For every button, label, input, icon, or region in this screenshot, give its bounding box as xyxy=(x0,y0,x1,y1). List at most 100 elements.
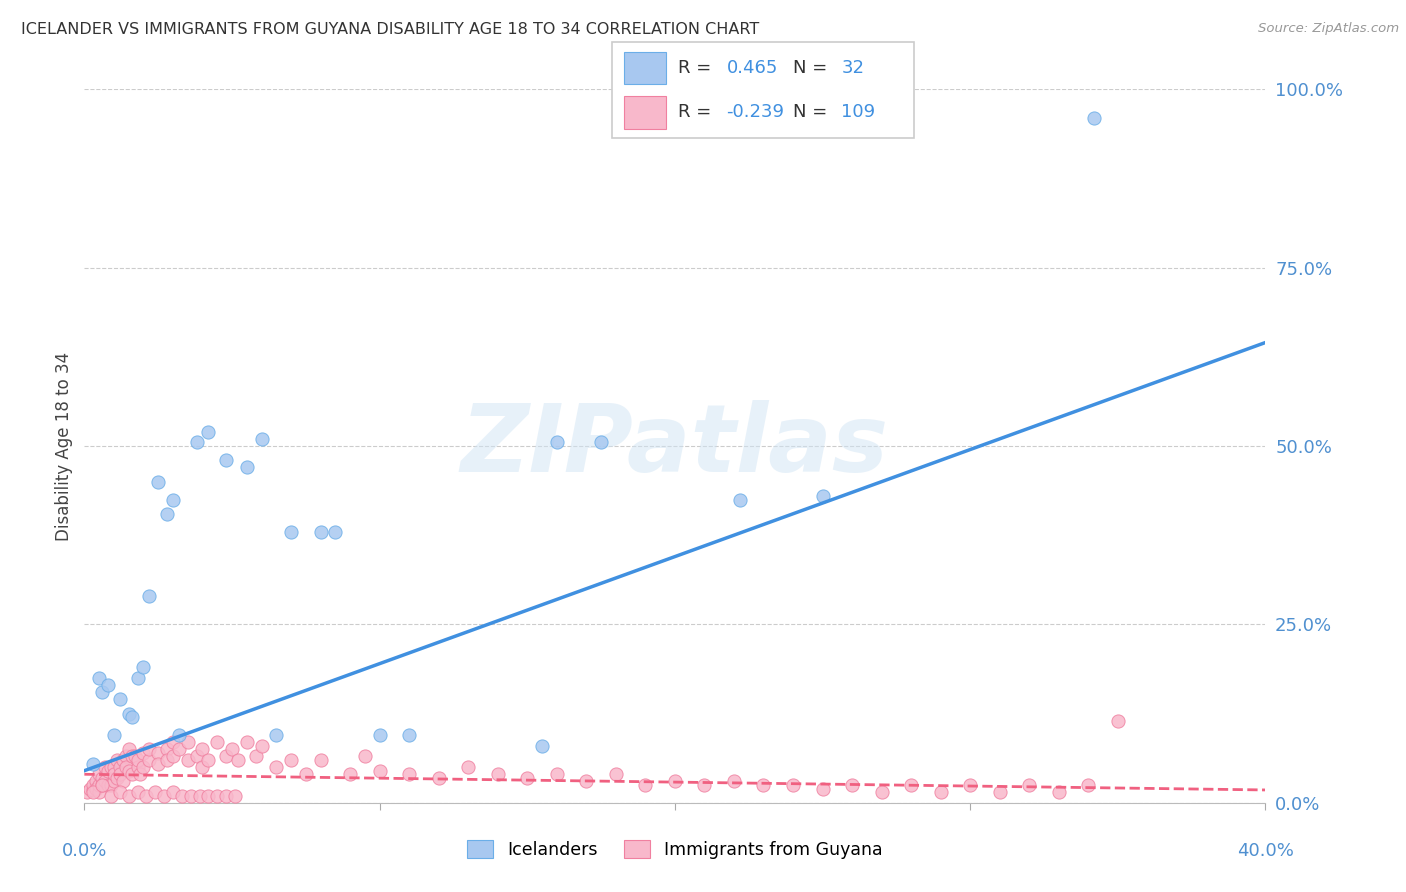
Point xyxy=(108,692,131,706)
Point xyxy=(127,753,149,767)
Y-axis label: Disability Age 18 to 34: Disability Age 18 to 34 xyxy=(55,351,73,541)
Point xyxy=(205,789,228,803)
Point xyxy=(129,767,152,781)
Text: R =: R = xyxy=(678,103,717,121)
Point xyxy=(87,778,111,792)
Point xyxy=(76,785,98,799)
Point xyxy=(634,778,657,792)
Point xyxy=(103,760,125,774)
FancyBboxPatch shape xyxy=(624,95,666,128)
Text: R =: R = xyxy=(678,59,717,77)
Point xyxy=(264,728,288,742)
Point xyxy=(91,778,114,792)
Point xyxy=(108,785,131,799)
Text: N =: N = xyxy=(793,59,832,77)
Point xyxy=(280,524,302,539)
Point xyxy=(959,778,981,792)
Point xyxy=(180,789,202,803)
Point xyxy=(138,753,160,767)
Point xyxy=(111,774,134,789)
Point xyxy=(354,749,377,764)
Point xyxy=(841,778,863,792)
Point xyxy=(988,785,1011,799)
Point xyxy=(457,760,479,774)
Point xyxy=(108,767,131,781)
Point xyxy=(162,785,184,799)
Point xyxy=(132,746,155,760)
Point xyxy=(108,760,131,774)
Text: -0.239: -0.239 xyxy=(727,103,785,121)
Point xyxy=(82,783,104,797)
Point xyxy=(752,778,775,792)
Point xyxy=(197,425,219,439)
Point xyxy=(929,785,952,799)
Point xyxy=(170,789,193,803)
Point xyxy=(91,771,114,785)
Point xyxy=(486,767,509,781)
Point xyxy=(127,785,149,799)
Point xyxy=(782,778,804,792)
Point xyxy=(215,749,238,764)
Point xyxy=(127,671,149,685)
Point xyxy=(118,742,141,756)
FancyBboxPatch shape xyxy=(612,42,914,138)
Point xyxy=(546,767,568,781)
Point xyxy=(103,767,125,781)
Text: ZIPatlas: ZIPatlas xyxy=(461,400,889,492)
Point xyxy=(191,760,214,774)
Text: 0.465: 0.465 xyxy=(727,59,778,77)
Point xyxy=(197,753,219,767)
Point xyxy=(1047,785,1070,799)
Point xyxy=(153,789,176,803)
Point xyxy=(114,760,136,774)
Point xyxy=(224,789,246,803)
Point xyxy=(723,774,745,789)
Point xyxy=(605,767,627,781)
Point xyxy=(87,671,111,685)
Point xyxy=(97,678,120,692)
Point xyxy=(124,749,146,764)
Point xyxy=(82,778,104,792)
Point xyxy=(121,767,143,781)
Point xyxy=(118,789,141,803)
Point xyxy=(118,764,141,778)
Point xyxy=(1077,778,1099,792)
Point xyxy=(215,789,238,803)
Point xyxy=(264,760,288,774)
Point xyxy=(309,524,332,539)
Point xyxy=(215,453,238,467)
Point xyxy=(427,771,450,785)
Point xyxy=(138,589,160,603)
Point xyxy=(226,753,249,767)
Text: 40.0%: 40.0% xyxy=(1237,842,1294,860)
Point xyxy=(191,742,214,756)
Point xyxy=(530,739,553,753)
Point xyxy=(111,753,134,767)
Text: 109: 109 xyxy=(841,103,876,121)
Point xyxy=(177,753,200,767)
Point xyxy=(546,435,568,450)
Point xyxy=(811,489,834,503)
Point xyxy=(135,789,157,803)
Point xyxy=(156,753,179,767)
Point xyxy=(121,749,143,764)
Point xyxy=(811,781,834,796)
Point xyxy=(105,753,128,767)
Legend: Icelanders, Immigrants from Guyana: Icelanders, Immigrants from Guyana xyxy=(460,833,890,865)
Point xyxy=(1018,778,1040,792)
Text: ICELANDER VS IMMIGRANTS FROM GUYANA DISABILITY AGE 18 TO 34 CORRELATION CHART: ICELANDER VS IMMIGRANTS FROM GUYANA DISA… xyxy=(21,22,759,37)
Point xyxy=(97,764,120,778)
Point xyxy=(398,728,420,742)
Point xyxy=(368,764,391,778)
Point xyxy=(693,778,716,792)
Point xyxy=(87,767,111,781)
Point xyxy=(295,767,318,781)
Point xyxy=(84,774,107,789)
Point xyxy=(121,710,143,724)
Point xyxy=(323,524,347,539)
Point xyxy=(309,753,332,767)
Point xyxy=(1083,111,1105,125)
Point xyxy=(82,756,104,771)
Point xyxy=(339,767,361,781)
Point xyxy=(516,771,538,785)
